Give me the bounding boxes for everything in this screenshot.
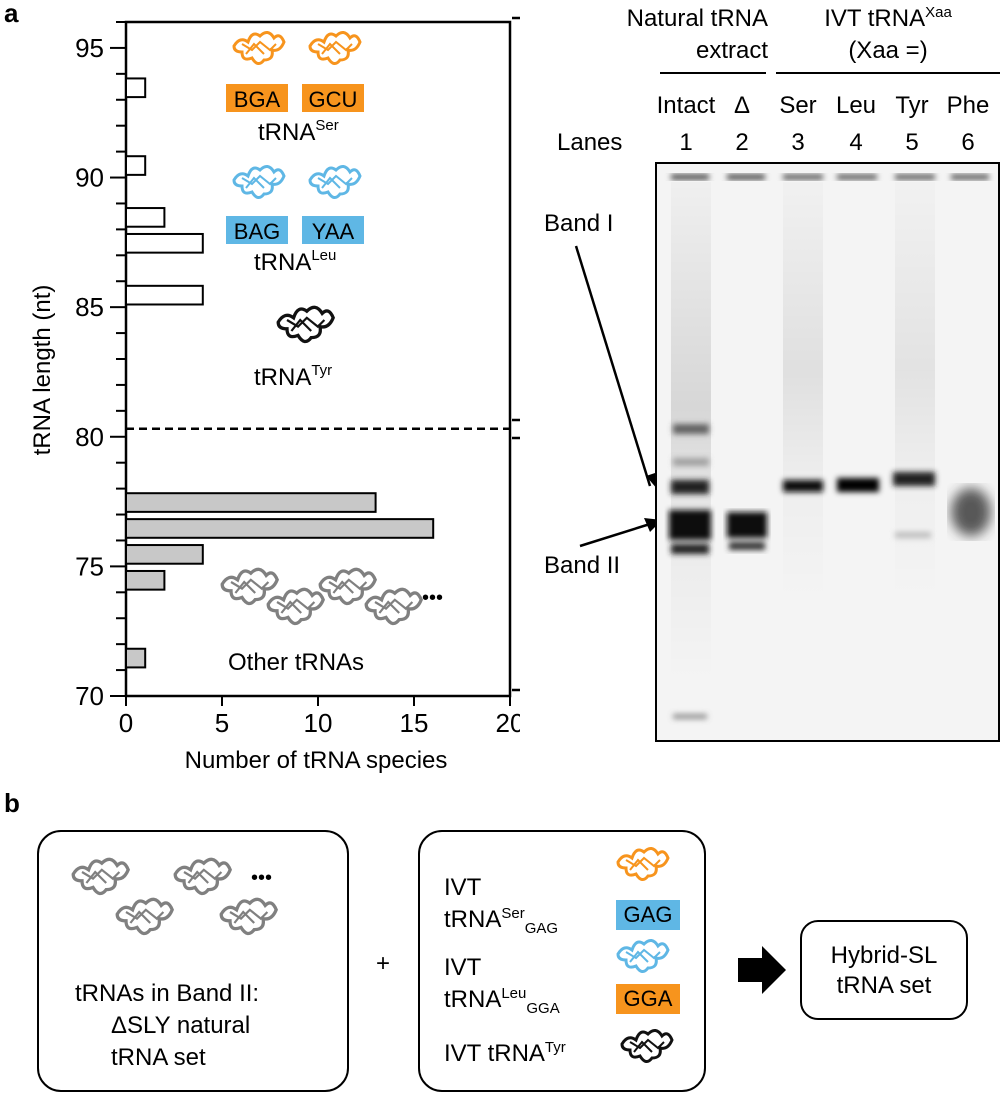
lane-name-5: Tyr bbox=[895, 92, 929, 119]
gel-header-ivt-line1: IVT tRNAXaa bbox=[824, 4, 952, 32]
band2-box-line3: tRNA set bbox=[111, 1044, 206, 1071]
y-tick-label: 80 bbox=[75, 422, 104, 452]
bar-band1-87 bbox=[125, 232, 204, 254]
trna-ser-icon bbox=[308, 30, 362, 66]
band2-box-line1: tRNAs in Band II: bbox=[75, 980, 260, 1007]
trna-tyr-icon bbox=[276, 305, 335, 344]
panel-b-label: b bbox=[4, 788, 20, 818]
ivt-leu-line2: tRNALeuGGA bbox=[444, 985, 560, 1017]
trna-tyr-icon bbox=[620, 1028, 674, 1064]
trna-other-icon bbox=[318, 567, 377, 606]
band2-trna-set-box: ••• tRNAs in Band II: ΔSLY natural tRNA … bbox=[37, 830, 349, 1092]
trna-other-icon bbox=[219, 897, 278, 936]
ivt-ser-line1: IVT bbox=[444, 874, 482, 901]
band2-label: Band II bbox=[544, 552, 621, 579]
band2-box-line2: ΔSLY natural bbox=[111, 1012, 251, 1039]
bar-band2-75 bbox=[125, 544, 204, 565]
leu-anticodon-label: YAA bbox=[312, 219, 355, 244]
hybrid-sl-line1: Hybrid-SL bbox=[830, 942, 938, 969]
x-tick-label: 0 bbox=[119, 708, 133, 738]
bar-band1-88 bbox=[125, 207, 166, 228]
y-tick-label: 75 bbox=[75, 551, 104, 581]
more-ellipsis: ••• bbox=[422, 587, 443, 609]
plus-sign: + bbox=[376, 950, 391, 977]
ser-anticodon-label: BGA bbox=[234, 87, 281, 112]
trna-ser-icon bbox=[616, 846, 670, 882]
leu-tag bbox=[302, 216, 364, 244]
gel-header-natural-line1: Natural tRNA bbox=[626, 5, 768, 32]
bar-band2-74 bbox=[125, 569, 166, 591]
ivt-leu-line1: IVT bbox=[444, 954, 482, 981]
trna-other-icon bbox=[220, 567, 279, 606]
gel-header-natural-line2: extract bbox=[695, 37, 768, 64]
leu-trna-label: tRNALeu bbox=[254, 247, 336, 276]
lane-number-4: 4 bbox=[849, 129, 863, 156]
lane-name-3: Ser bbox=[779, 92, 817, 119]
y-axis-label: tRNA length (nt) bbox=[29, 285, 56, 456]
hybrid-sl-box: Hybrid-SL tRNA set bbox=[800, 920, 968, 1020]
bar-band1-93 bbox=[125, 77, 147, 99]
lane-name-6: Phe bbox=[946, 92, 990, 119]
band2-bracket bbox=[512, 436, 520, 692]
y-tick-label: 70 bbox=[75, 681, 104, 711]
trna-leu-icon bbox=[308, 164, 362, 200]
ser-trna-label: tRNASer bbox=[258, 117, 339, 146]
lane-name-2: Δ bbox=[733, 92, 751, 119]
bar-band1-90 bbox=[125, 155, 147, 176]
trna-ser-icon bbox=[232, 30, 286, 66]
ser-anticodon-label: GCU bbox=[309, 87, 358, 112]
arrow-right-icon bbox=[738, 946, 786, 994]
bar-band2-77 bbox=[125, 492, 377, 513]
hybrid-sl-line2: tRNA set bbox=[836, 972, 932, 999]
lane-name-1: Intact bbox=[656, 92, 716, 119]
other-trnas-label: Other tRNAs bbox=[228, 649, 364, 676]
ivt-ser-line2: tRNASerGAG bbox=[444, 905, 559, 937]
ivt-header-underline bbox=[776, 72, 1000, 74]
band1-bracket bbox=[512, 16, 520, 422]
lane-name-4: Leu bbox=[835, 92, 877, 119]
lane-number-2: 2 bbox=[735, 129, 749, 156]
ivt-trna-box: IVT tRNASerGAG GAG IVT tRNALeuGGA GGA IV… bbox=[418, 830, 706, 1092]
y-tick-label: 85 bbox=[75, 292, 104, 322]
gel-header-ivt-line2: (Xaa =) bbox=[848, 37, 928, 64]
ivt-tyr-line: IVT tRNATyr bbox=[444, 1039, 566, 1067]
tyr-trna-label: tRNATyr bbox=[254, 362, 332, 391]
trna-other-icon bbox=[364, 587, 423, 626]
natural-header-underline bbox=[660, 72, 766, 74]
x-tick-label: 15 bbox=[400, 708, 429, 738]
x-tick-label: 10 bbox=[304, 708, 333, 738]
x-tick-label: 20 bbox=[496, 708, 520, 738]
ser-anticodon-tag: GAG bbox=[616, 900, 680, 930]
x-tick-label: 5 bbox=[215, 708, 229, 738]
histogram-chart: 70 75 80 85 90 95 0 5 10 15 20 Number of tRNA spec… bbox=[29, 16, 520, 774]
bar-band1-85 bbox=[125, 284, 204, 306]
bar-band2-76 bbox=[125, 518, 435, 539]
lane-number-6: 6 bbox=[961, 129, 975, 156]
x-axis-label: Number of tRNA species bbox=[185, 747, 448, 774]
ser-tag bbox=[302, 84, 364, 112]
trna-leu-icon bbox=[616, 938, 670, 974]
leu-tag bbox=[226, 216, 288, 244]
more-ellipsis: ••• bbox=[251, 867, 273, 889]
band1-label: Band I bbox=[544, 210, 614, 237]
ser-tag bbox=[226, 84, 288, 112]
trna-other-icon bbox=[71, 857, 130, 896]
band-arrows bbox=[574, 245, 662, 548]
bar-band2-71 bbox=[125, 647, 147, 669]
gel-image bbox=[655, 162, 1000, 742]
lane-number-3: 3 bbox=[791, 129, 805, 156]
y-tick-label: 90 bbox=[75, 163, 104, 193]
trna-leu-icon bbox=[232, 164, 286, 200]
y-tick-label: 95 bbox=[75, 33, 104, 63]
trna-other-icon bbox=[115, 897, 174, 936]
trna-other-icon bbox=[266, 587, 325, 626]
lane-number-5: 5 bbox=[905, 129, 919, 156]
lane-number-1: 1 bbox=[679, 129, 693, 156]
lanes-label: Lanes bbox=[557, 129, 623, 156]
panel-a-label: a bbox=[4, 0, 19, 28]
leu-anticodon-tag: GGA bbox=[616, 984, 680, 1014]
leu-anticodon-label: BAG bbox=[234, 219, 280, 244]
band2-trna-icons bbox=[71, 857, 278, 936]
trna-other-icon bbox=[173, 857, 232, 896]
